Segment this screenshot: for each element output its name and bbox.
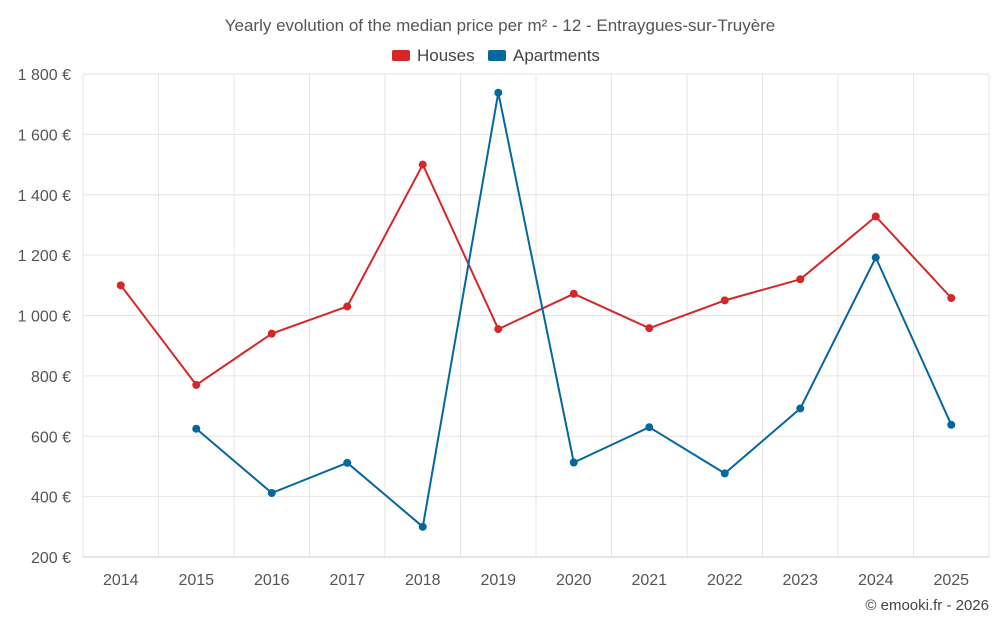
x-tick-label: 2016 bbox=[254, 572, 290, 589]
y-tick-label: 200 € bbox=[31, 550, 71, 567]
legend-swatch bbox=[392, 50, 410, 61]
y-tick-label: 1 200 € bbox=[18, 248, 71, 265]
series-layer bbox=[116, 88, 956, 531]
data-point[interactable] bbox=[947, 420, 956, 429]
data-point[interactable] bbox=[569, 289, 578, 298]
data-point[interactable] bbox=[796, 404, 805, 413]
y-tick-label: 1 000 € bbox=[18, 309, 71, 326]
y-tick-label: 1 400 € bbox=[18, 188, 71, 205]
data-point[interactable] bbox=[343, 458, 352, 467]
legend-item-apartments[interactable]: Apartments bbox=[488, 46, 600, 65]
data-point[interactable] bbox=[720, 469, 729, 478]
data-point[interactable] bbox=[192, 380, 201, 389]
data-point[interactable] bbox=[871, 212, 880, 221]
data-point[interactable] bbox=[645, 423, 654, 432]
legend-item-houses[interactable]: Houses bbox=[392, 46, 475, 65]
data-point[interactable] bbox=[871, 253, 880, 262]
x-tick-label: 2018 bbox=[405, 572, 441, 589]
x-axis: 2014 2015 2016 2017 2018 2019 2020 2021 2022 2023… bbox=[103, 572, 969, 589]
x-tick-label: 2025 bbox=[933, 572, 969, 589]
chart-title: Yearly evolution of the median price per… bbox=[225, 16, 776, 35]
data-point[interactable] bbox=[116, 281, 125, 290]
series-houses bbox=[116, 160, 956, 389]
data-point[interactable] bbox=[192, 424, 201, 433]
credit: © emooki.fr - 2026 bbox=[865, 597, 989, 614]
x-tick-label: 2020 bbox=[556, 572, 592, 589]
y-tick-label: 800 € bbox=[31, 369, 71, 386]
data-point[interactable] bbox=[569, 458, 578, 467]
x-tick-label: 2017 bbox=[329, 572, 365, 589]
x-tick-label: 2023 bbox=[782, 572, 818, 589]
legend-label: Apartments bbox=[513, 46, 600, 65]
y-tick-label: 400 € bbox=[31, 490, 71, 507]
data-point[interactable] bbox=[947, 293, 956, 302]
x-tick-label: 2022 bbox=[707, 572, 743, 589]
data-point[interactable] bbox=[418, 160, 427, 169]
data-point[interactable] bbox=[418, 522, 427, 531]
legend-label: Houses bbox=[417, 46, 475, 65]
data-point[interactable] bbox=[796, 275, 805, 284]
grid bbox=[82, 73, 990, 558]
data-point[interactable] bbox=[267, 489, 276, 498]
x-tick-label: 2019 bbox=[480, 572, 516, 589]
data-point[interactable] bbox=[494, 325, 503, 334]
data-point[interactable] bbox=[494, 88, 503, 97]
series-apartments bbox=[192, 88, 956, 531]
series-line bbox=[120, 163, 953, 386]
x-tick-label: 2015 bbox=[178, 572, 214, 589]
y-tick-label: 1 800 € bbox=[18, 67, 71, 84]
y-tick-label: 600 € bbox=[31, 429, 71, 446]
legend: Houses Apartments bbox=[392, 46, 600, 65]
data-point[interactable] bbox=[645, 324, 654, 333]
legend-swatch bbox=[488, 50, 506, 61]
data-point[interactable] bbox=[343, 302, 352, 311]
data-point[interactable] bbox=[720, 296, 729, 305]
y-axis: 200 € 400 € 600 € 800 € 1 000 € 1 200 € 1 400 … bbox=[18, 67, 71, 567]
x-tick-label: 2024 bbox=[858, 572, 894, 589]
x-tick-label: 2014 bbox=[103, 572, 139, 589]
data-point[interactable] bbox=[267, 329, 276, 338]
y-tick-label: 1 600 € bbox=[18, 127, 71, 144]
x-tick-label: 2021 bbox=[631, 572, 667, 589]
